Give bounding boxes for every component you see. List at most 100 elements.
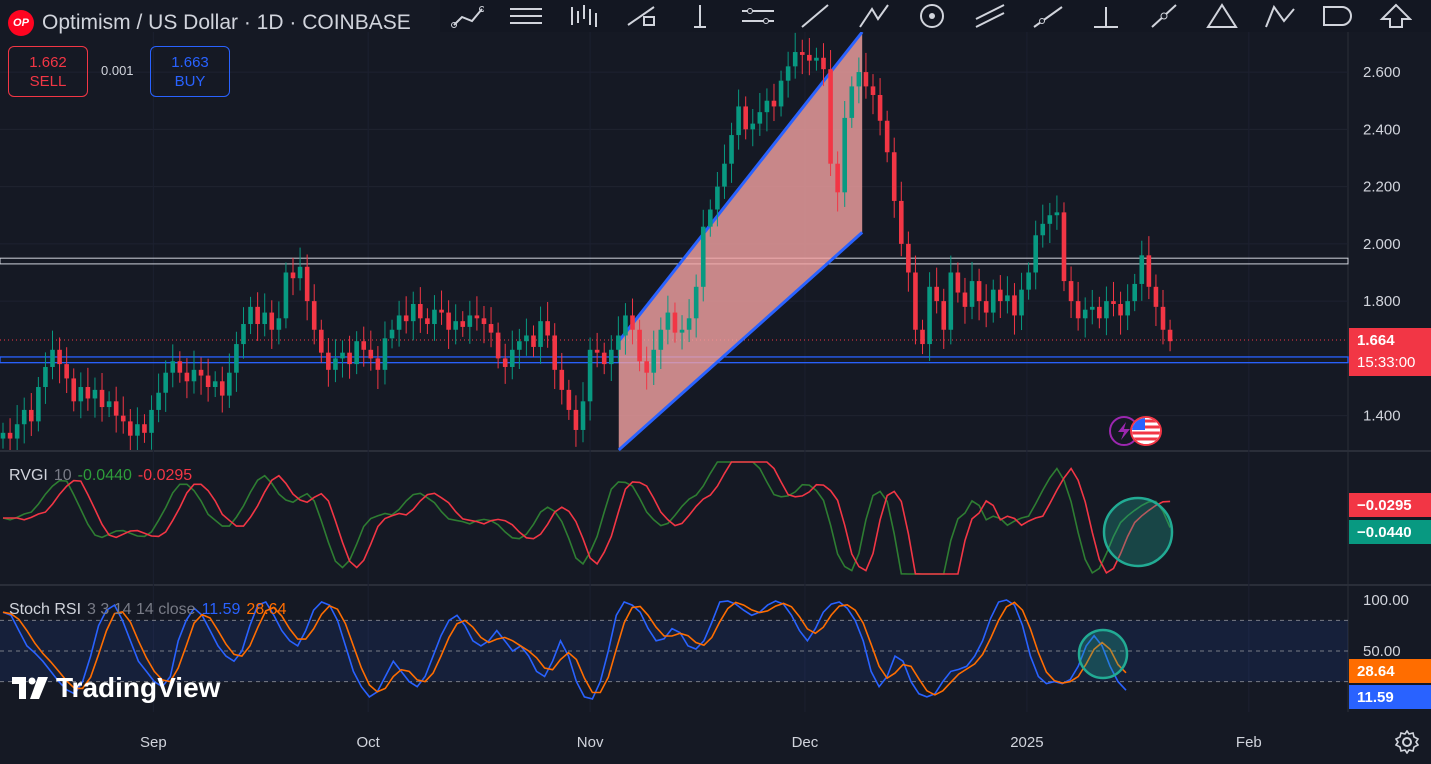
rvgi-green-badge: −0.0440 xyxy=(1349,520,1431,544)
candle-body xyxy=(64,364,69,379)
candle-body xyxy=(14,424,20,439)
candle-body xyxy=(410,303,416,322)
stoch-legend[interactable]: Stoch RSI 3 3 14 14 close 11.59 28.64 xyxy=(9,601,286,619)
candle-body xyxy=(488,324,494,333)
horizontal-lines-icon[interactable] xyxy=(508,1,542,31)
candle-body xyxy=(658,329,664,350)
buy-price: 1.663 xyxy=(171,53,209,71)
optimism-logo-icon: OP xyxy=(8,10,34,36)
settings-gear-icon[interactable] xyxy=(1394,729,1420,755)
candle-body xyxy=(1040,223,1046,236)
candle-body xyxy=(1047,215,1053,224)
candle-body xyxy=(481,318,487,325)
candle-body xyxy=(1026,272,1031,290)
drawing-toolbar xyxy=(440,0,1431,32)
candle-body xyxy=(198,369,204,376)
candle-body xyxy=(191,369,197,382)
candle-body xyxy=(807,54,812,61)
candle-body xyxy=(1068,281,1074,302)
candle-body xyxy=(573,409,579,430)
candle-body xyxy=(403,315,409,322)
candle-body xyxy=(870,86,876,95)
candle-body xyxy=(821,57,826,70)
candle-body xyxy=(184,372,190,382)
candle-body xyxy=(552,335,558,370)
candle-body xyxy=(601,352,607,365)
price-axis-label: 1.400 xyxy=(1363,408,1401,425)
candle-body xyxy=(969,281,975,307)
candle-body xyxy=(1139,255,1145,284)
candle-body xyxy=(276,318,282,330)
xabcd-pattern-icon[interactable] xyxy=(1262,1,1296,31)
candle-body xyxy=(1061,212,1067,282)
arrow-up-icon[interactable] xyxy=(1378,1,1412,31)
candle-body xyxy=(715,186,720,210)
us-flag-event-icon[interactable] xyxy=(1130,416,1162,446)
stoch-k-line xyxy=(2,599,1127,700)
candle-body xyxy=(1111,301,1116,304)
bars-pattern-icon[interactable] xyxy=(566,1,600,31)
candle-body xyxy=(644,361,649,373)
trend-line-icon[interactable] xyxy=(624,1,658,31)
candle-body xyxy=(135,424,140,436)
candle-body xyxy=(1125,301,1130,316)
extended-line-icon[interactable] xyxy=(1030,1,1064,31)
candle-body xyxy=(580,401,586,430)
candle-body xyxy=(998,289,1003,302)
parallel-channel-icon[interactable] xyxy=(740,1,774,31)
vertical-line-icon[interactable] xyxy=(682,1,716,31)
ray-icon[interactable] xyxy=(798,1,832,31)
candle-body xyxy=(248,306,253,325)
symbol-header[interactable]: OP Optimism / US Dollar · 1D · COINBASE xyxy=(8,8,411,38)
tradingview-logo-icon xyxy=(12,677,48,699)
candle-body xyxy=(1019,289,1024,316)
candle-body xyxy=(99,389,105,408)
tradingview-logo[interactable]: TradingView xyxy=(12,672,220,704)
candle-body xyxy=(361,341,367,350)
candle-body xyxy=(283,272,289,319)
candle-body xyxy=(502,358,508,367)
candle-body xyxy=(106,401,112,408)
stoch-axis-label: 100.00 xyxy=(1363,592,1409,609)
candle-body xyxy=(792,52,798,67)
candle-body xyxy=(142,424,147,433)
candle-body xyxy=(396,315,402,330)
segment-icon[interactable] xyxy=(1146,1,1180,31)
circle-target-icon[interactable] xyxy=(914,1,948,31)
resistance-zone xyxy=(0,257,1349,265)
triangle-pattern-icon[interactable] xyxy=(1204,1,1238,31)
anchor-line-icon[interactable] xyxy=(1088,1,1122,31)
rvgi-red-badge: −0.0295 xyxy=(1349,493,1431,517)
buy-button[interactable]: 1.663 BUY xyxy=(150,46,230,97)
candle-body xyxy=(1082,309,1088,319)
sell-button[interactable]: 1.662 SELL xyxy=(8,46,88,97)
brush-icon[interactable] xyxy=(856,1,890,31)
stoch-name: Stoch RSI xyxy=(9,601,82,618)
sell-label: SELL xyxy=(29,72,67,90)
candle-body xyxy=(835,163,840,193)
candle-body xyxy=(679,329,685,333)
candle-body xyxy=(347,352,352,365)
candle-body xyxy=(736,106,741,136)
channel-fill xyxy=(618,32,863,450)
candle-body xyxy=(517,341,522,350)
rvgi-legend[interactable]: RVGI 10 -0.0440 -0.0295 xyxy=(9,467,192,485)
candle-body xyxy=(1167,329,1173,342)
candle-body xyxy=(71,378,77,402)
candle-body xyxy=(36,387,41,422)
candle-body xyxy=(531,335,536,347)
countdown: 15:33:00 xyxy=(1357,354,1416,371)
candle-body xyxy=(297,266,303,279)
time-axis-label: Dec xyxy=(792,734,819,751)
candle-body xyxy=(884,120,890,153)
candle-body xyxy=(354,341,359,365)
candle-body xyxy=(1097,306,1102,319)
channel-icon[interactable] xyxy=(972,1,1006,31)
stoch-d-line xyxy=(2,601,1127,696)
candle-body xyxy=(665,312,671,330)
shape-icon[interactable] xyxy=(1320,1,1354,31)
candle-body xyxy=(1160,306,1166,330)
path-tool-icon[interactable] xyxy=(450,1,484,31)
parallel-channel[interactable] xyxy=(617,31,864,452)
